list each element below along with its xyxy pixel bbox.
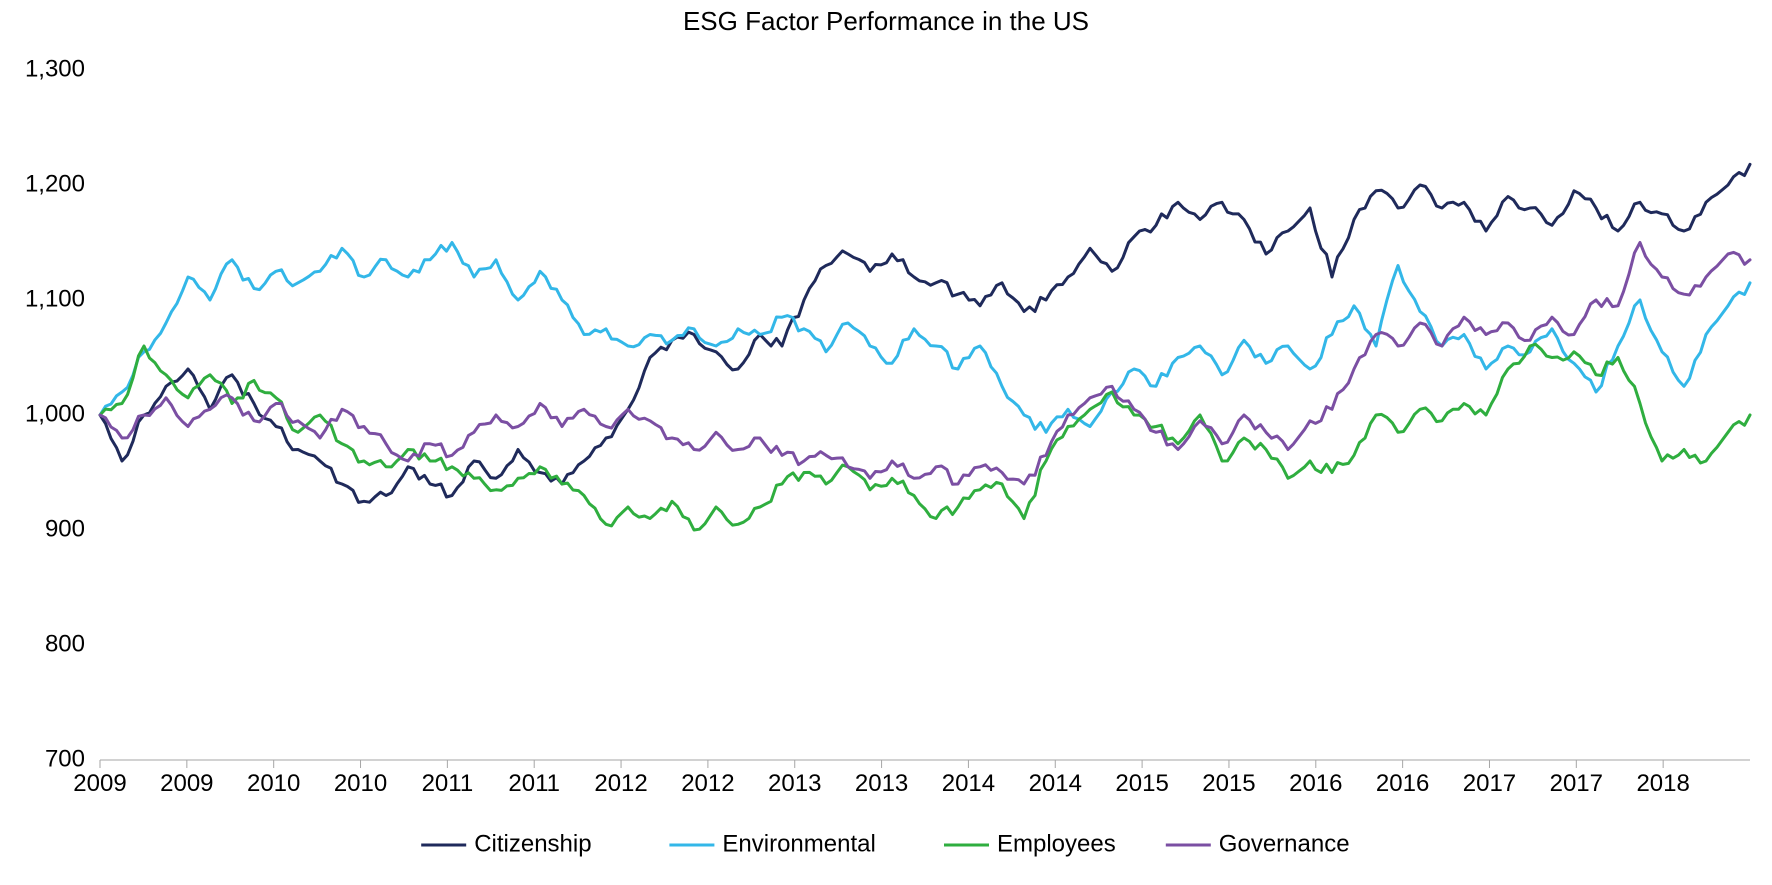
x-tick-label: 2011 (508, 770, 560, 797)
y-tick-label: 900 (45, 515, 85, 542)
x-tick-label: 2015 (1115, 770, 1168, 797)
y-tick-label: 1,200 (25, 170, 85, 197)
x-tick-label: 2017 (1550, 770, 1603, 797)
x-tick-label: 2013 (855, 770, 908, 797)
x-tick-label: 2010 (247, 770, 300, 797)
x-tick-label: 2014 (942, 770, 995, 797)
x-tick-label: 2012 (594, 770, 647, 797)
x-tick-label: 2016 (1376, 770, 1429, 797)
x-tick-label: 2012 (681, 770, 734, 797)
x-tick-label: 2017 (1463, 770, 1516, 797)
y-tick-label: 1,300 (25, 55, 85, 82)
x-tick-label: 2011 (422, 770, 474, 797)
x-tick-label: 2014 (1029, 770, 1082, 797)
x-tick-label: 2009 (160, 770, 213, 797)
x-tick-label: 2009 (73, 770, 126, 797)
legend-label-governance: Governance (1219, 830, 1350, 857)
legend-label-employees: Employees (997, 830, 1116, 857)
x-tick-label: 2015 (1202, 770, 1255, 797)
chart-container: ESG Factor Performance in the US 700 800 90… (0, 0, 1772, 885)
chart-background (0, 0, 1772, 885)
x-tick-label: 2010 (334, 770, 387, 797)
line-chart: ESG Factor Performance in the US 700 800 90… (0, 0, 1772, 885)
legend-label-environmental: Environmental (722, 830, 875, 857)
x-tick-label: 2013 (768, 770, 821, 797)
y-tick-label: 1,100 (25, 285, 85, 312)
y-tick-label: 1,000 (25, 400, 85, 427)
chart-title: ESG Factor Performance in the US (683, 6, 1089, 36)
x-tick-label: 2018 (1636, 770, 1689, 797)
x-tick-label: 2016 (1289, 770, 1342, 797)
legend-label-citizenship: Citizenship (474, 830, 591, 857)
y-tick-label: 700 (45, 745, 85, 772)
y-tick-label: 800 (45, 630, 85, 657)
